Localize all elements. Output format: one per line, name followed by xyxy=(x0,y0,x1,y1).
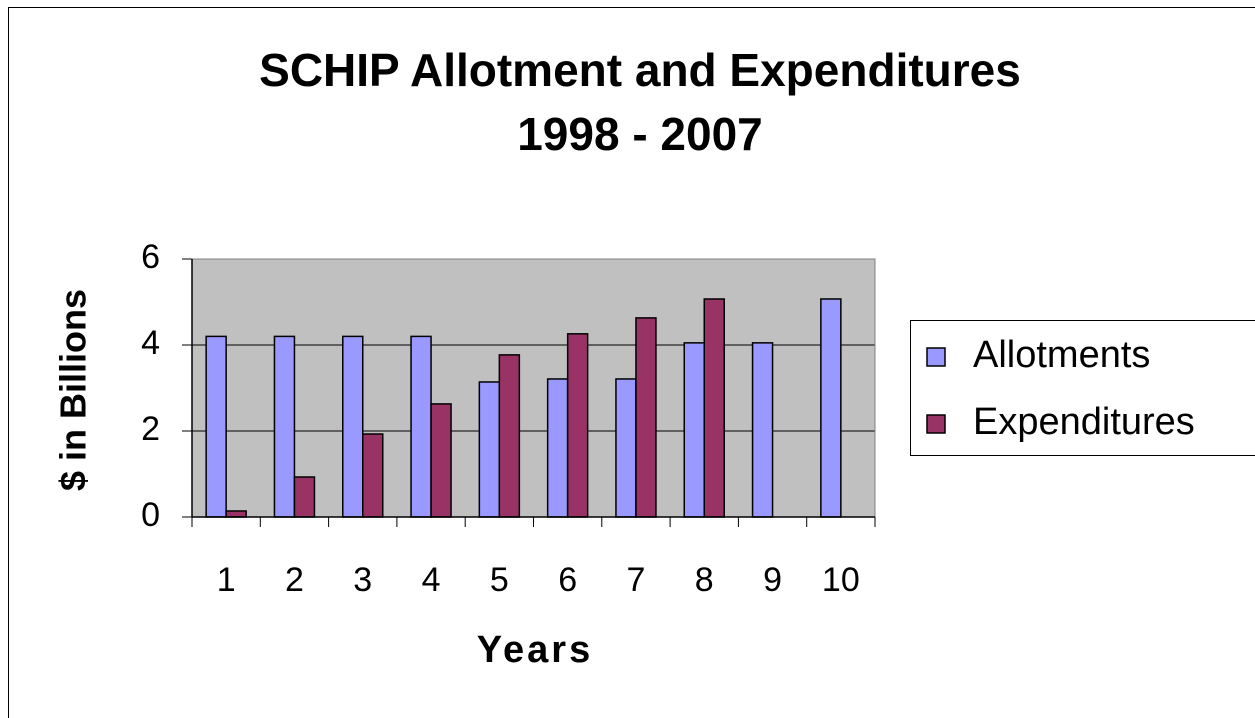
y-tick-label: 0 xyxy=(141,496,160,534)
bar xyxy=(546,378,569,518)
bar xyxy=(498,354,521,518)
bar xyxy=(362,433,384,518)
x-tick-label: 7 xyxy=(626,561,645,599)
x-tick-label: 3 xyxy=(353,561,372,599)
chart-subtitle: 1998 - 2007 xyxy=(517,108,763,160)
bar xyxy=(205,335,227,518)
bar xyxy=(703,298,725,518)
bar xyxy=(635,317,657,518)
bar xyxy=(342,335,364,518)
bar xyxy=(820,298,842,518)
bar xyxy=(430,403,452,518)
y-tick-label: 4 xyxy=(141,324,160,362)
legend-swatch xyxy=(926,347,946,367)
legend-label: Allotments xyxy=(973,334,1150,376)
x-tick-label: 8 xyxy=(695,561,714,599)
y-tick-label: 2 xyxy=(141,410,160,448)
bar xyxy=(751,342,774,518)
y-axis-label: $ in Billions xyxy=(53,289,94,491)
x-tick-label: 1 xyxy=(217,561,236,599)
bar xyxy=(615,378,637,518)
legend-label: Expenditures xyxy=(973,401,1195,443)
x-tick-label: 6 xyxy=(558,561,577,599)
bar xyxy=(683,342,705,518)
bar xyxy=(273,335,296,518)
x-axis-label: Years xyxy=(477,629,593,671)
bar xyxy=(410,335,432,518)
bar xyxy=(478,381,501,518)
chart-title: SCHIP Allotment and Expenditures xyxy=(259,44,1021,96)
x-tick-label: 10 xyxy=(822,561,860,599)
bar xyxy=(293,476,316,518)
x-tick-label: 4 xyxy=(422,561,441,599)
bar xyxy=(566,333,589,518)
x-tick-label: 5 xyxy=(490,561,509,599)
legend-box xyxy=(910,320,1255,456)
y-tick-label: 6 xyxy=(141,238,160,276)
bar xyxy=(225,510,247,518)
x-tick-label: 9 xyxy=(763,561,782,599)
legend-swatch xyxy=(926,414,946,434)
x-tick-label: 2 xyxy=(285,561,304,599)
